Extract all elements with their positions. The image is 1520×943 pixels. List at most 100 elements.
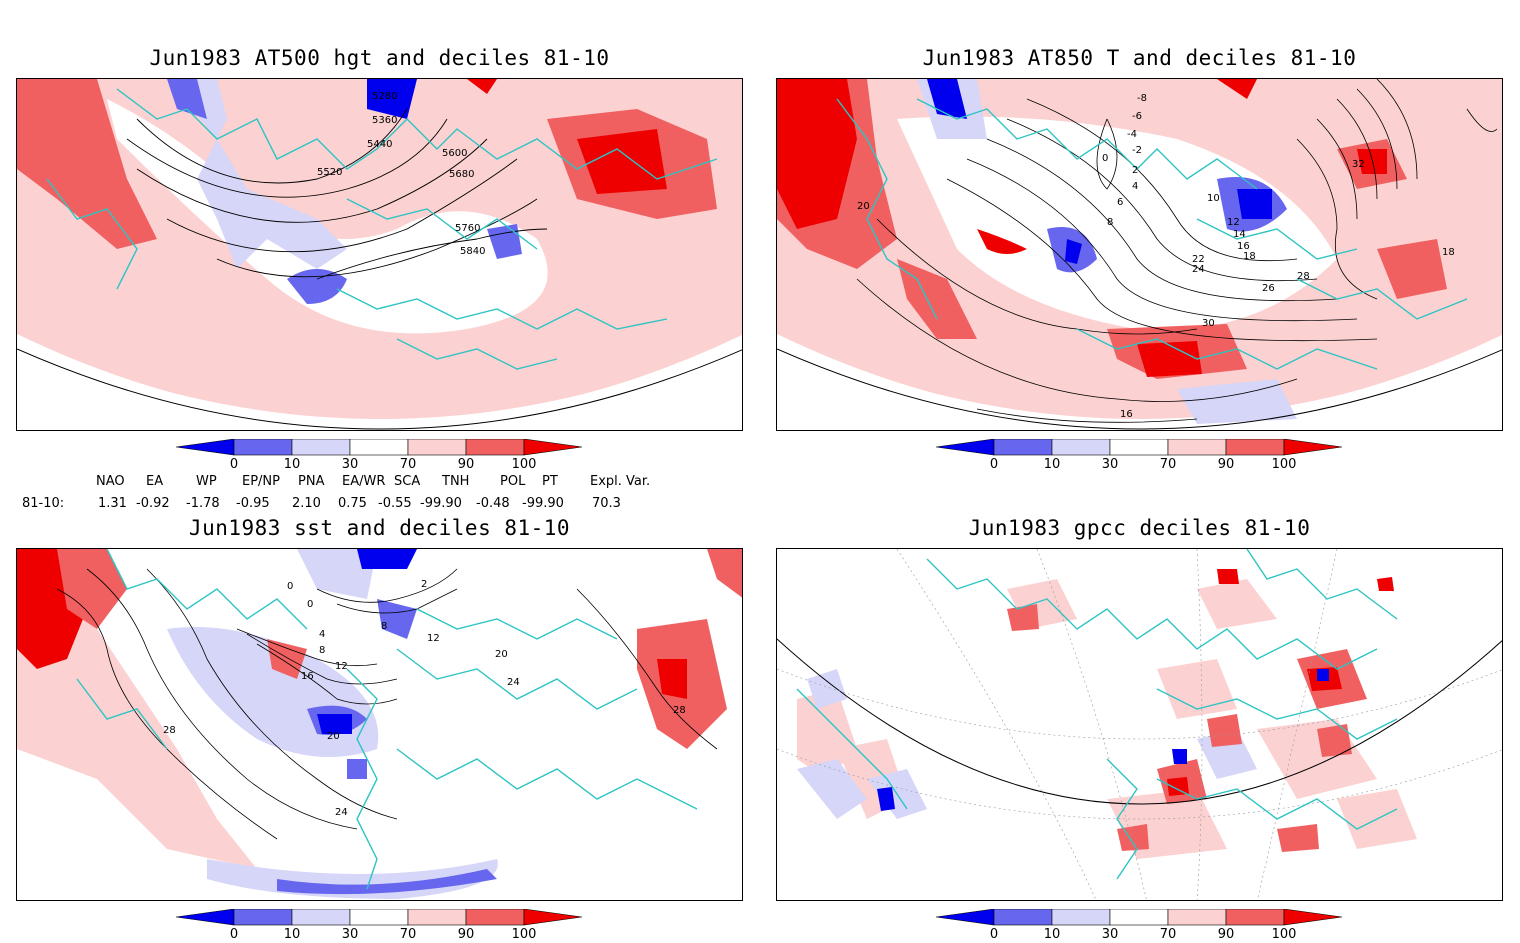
- index-value: 0.75: [338, 496, 367, 511]
- map-panel-sst: 0 0 4 8 12 16 20 24 28 28 24 20 12 2 8: [16, 548, 743, 901]
- index-header: PNA: [298, 474, 325, 489]
- contour-label: 5680: [449, 169, 474, 180]
- colorbar-tick: 90: [1217, 927, 1235, 942]
- colorbar-tick: 30: [1101, 457, 1119, 472]
- map-panel-t850: -8 -6 -4 -2 0 2 4 6 8 10 12 14 16 18 20 …: [776, 78, 1503, 431]
- index-header: EP/NP: [242, 474, 280, 489]
- colorbar-tick: 30: [1101, 927, 1119, 942]
- contour-label: -4: [1127, 129, 1137, 140]
- colorbar-tick: 90: [457, 927, 475, 942]
- index-value: -1.78: [186, 496, 220, 511]
- teleconnection-indices: NAO EA WP EP/NP PNA EA/WR SCA TNH POL PT…: [20, 474, 700, 514]
- index-row-label: 81-10:: [22, 496, 65, 511]
- contour-label: 5840: [460, 246, 485, 257]
- colorbar-sst: 0 10 30 70 90 100: [175, 908, 596, 943]
- index-header: EA: [146, 474, 164, 489]
- contour-label: 24: [507, 677, 520, 688]
- index-value: -0.48: [476, 496, 510, 511]
- contour-label: 8: [319, 645, 325, 656]
- colorbar-tick: 90: [457, 457, 475, 472]
- contour-label: 20: [327, 731, 340, 742]
- contour-label: -2: [1132, 145, 1142, 156]
- contour-label: 5440: [367, 139, 392, 150]
- colorbar-swatches: [175, 908, 583, 926]
- contour-label: 0: [1102, 153, 1108, 164]
- index-value: -0.55: [378, 496, 412, 511]
- contour-label: 20: [857, 201, 870, 212]
- map-panel-gpcc: [776, 548, 1503, 901]
- contour-label: 0: [287, 581, 293, 592]
- index-header: WP: [196, 474, 217, 489]
- contour-label: 18: [1442, 247, 1455, 258]
- map-panel-hgt500: 5280 5360 5440 5520 5600 5680 5760 5840: [16, 78, 743, 431]
- contour-label: 16: [301, 671, 314, 682]
- colorbar-tick: 30: [341, 457, 359, 472]
- panel-title-gpcc: Jun1983 gpcc deciles 81-10: [968, 516, 1311, 540]
- map-t850: -8 -6 -4 -2 0 2 4 6 8 10 12 14 16 18 20 …: [777, 79, 1502, 430]
- contour-label: 0: [307, 599, 313, 610]
- contour-label: 28: [163, 725, 176, 736]
- colorbar-tick: 100: [1271, 927, 1297, 942]
- contour-label: 4: [319, 629, 325, 640]
- contour-label: 26: [1262, 283, 1275, 294]
- panel-title-sst: Jun1983 sst and deciles 81-10: [188, 516, 571, 540]
- contour-label: 28: [673, 705, 686, 716]
- colorbar-tick: 0: [989, 457, 999, 472]
- panel-title-hgt500: Jun1983 AT500 hgt and deciles 81-10: [149, 46, 610, 70]
- colorbar-tick: 10: [1043, 927, 1061, 942]
- contour-label: 24: [335, 807, 348, 818]
- contour-label: 5760: [455, 223, 480, 234]
- map-gpcc: [777, 549, 1502, 900]
- contour-label: 28: [1297, 271, 1310, 282]
- contour-label: 5600: [442, 148, 467, 159]
- contour-label: 8: [381, 621, 387, 632]
- index-header: TNH: [442, 474, 470, 489]
- index-value: -99.90: [420, 496, 462, 511]
- colorbar-swatches: [935, 908, 1343, 926]
- colorbar-tick: 70: [399, 927, 417, 942]
- contour-label: 16: [1237, 241, 1250, 252]
- contour-label: -6: [1132, 111, 1142, 122]
- panel-title-t850: Jun1983 AT850 T and deciles 81-10: [922, 46, 1357, 70]
- contour-label: 8: [1107, 217, 1113, 228]
- contour-label: 30: [1202, 318, 1215, 329]
- contour-label: 2: [421, 579, 427, 590]
- contour-label: 18: [1243, 251, 1256, 262]
- colorbar-tick: 0: [229, 927, 239, 942]
- colorbar-tick: 10: [1043, 457, 1061, 472]
- contour-label: 5360: [372, 115, 397, 126]
- contour-label: 5520: [317, 167, 342, 178]
- colorbar-tick: 70: [1159, 927, 1177, 942]
- colorbar-tick: 100: [511, 927, 537, 942]
- contour-label: 10: [1207, 193, 1220, 204]
- map-hgt500: 5280 5360 5440 5520 5600 5680 5760 5840: [17, 79, 742, 430]
- index-header: SCA: [394, 474, 421, 489]
- index-value: 70.3: [592, 496, 621, 511]
- contour-label: -8: [1137, 93, 1147, 104]
- contour-label: 12: [335, 661, 348, 672]
- index-header: EA/WR: [342, 474, 386, 489]
- colorbar-t850: 0 10 30 70 90 100: [935, 438, 1356, 473]
- index-header: NAO: [96, 474, 125, 489]
- contour-label: 22: [1192, 254, 1205, 265]
- contour-label: 32: [1352, 159, 1365, 170]
- colorbar-tick: 10: [283, 927, 301, 942]
- colorbar-tick: 0: [229, 457, 239, 472]
- map-sst: 0 0 4 8 12 16 20 24 28 28 24 20 12 2 8: [17, 549, 742, 899]
- contour-label: 12: [427, 633, 440, 644]
- colorbar-tick: 90: [1217, 457, 1235, 472]
- contour-label: 6: [1117, 197, 1123, 208]
- contour-label: 5280: [372, 91, 397, 102]
- colorbar-hgt500: 0 10 30 70 90 100: [175, 438, 596, 473]
- index-header: PT: [542, 474, 558, 489]
- colorbar-tick: 70: [399, 457, 417, 472]
- contour-label: 24: [1192, 264, 1205, 275]
- contour-label: 4: [1132, 181, 1138, 192]
- colorbar-tick: 70: [1159, 457, 1177, 472]
- colorbar-tick: 30: [341, 927, 359, 942]
- colorbar-tick: 0: [989, 927, 999, 942]
- contour-label: 12: [1227, 217, 1240, 228]
- contour-label: 20: [495, 649, 508, 660]
- contour-label: 14: [1233, 229, 1246, 240]
- index-value: -99.90: [522, 496, 564, 511]
